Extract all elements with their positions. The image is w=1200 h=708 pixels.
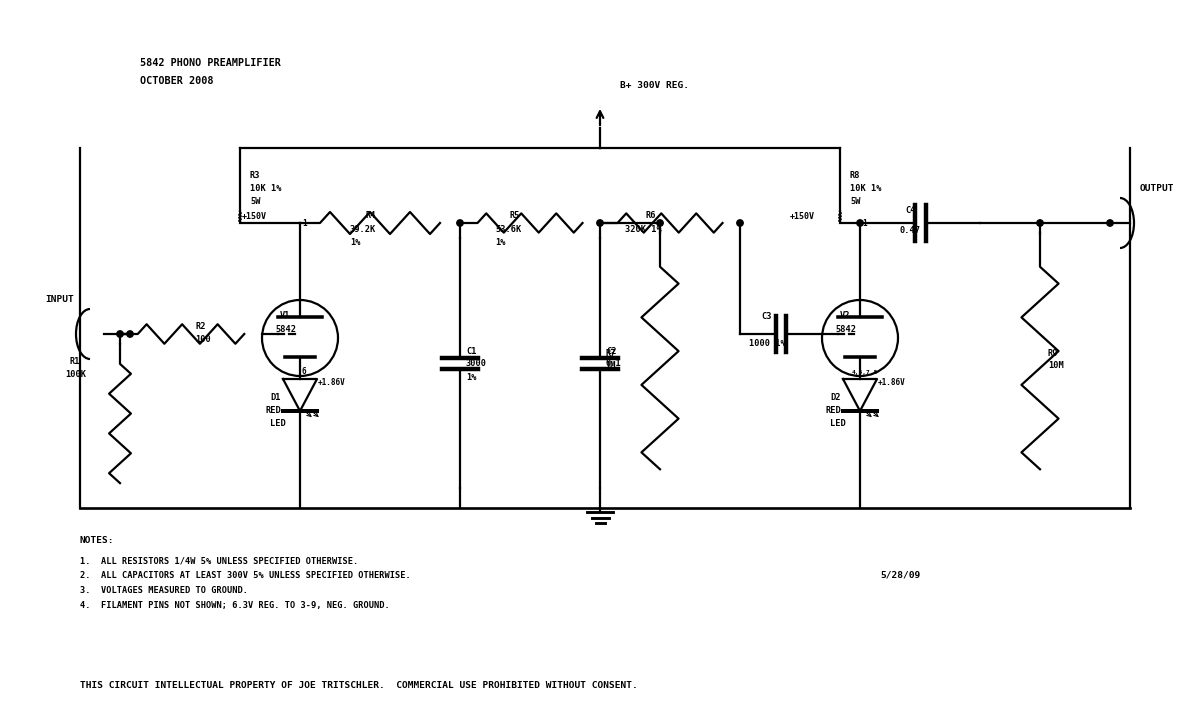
Text: RED: RED <box>826 406 841 415</box>
Text: C2: C2 <box>606 346 617 355</box>
Text: R8: R8 <box>850 171 860 180</box>
Text: +1.86V: +1.86V <box>318 378 346 387</box>
Text: R9: R9 <box>1048 348 1058 358</box>
Circle shape <box>116 331 124 337</box>
Text: D2: D2 <box>830 393 840 402</box>
Text: V2: V2 <box>840 311 851 320</box>
Text: C4: C4 <box>905 206 916 215</box>
Text: 5842: 5842 <box>835 325 856 334</box>
Text: 53.6K: 53.6K <box>496 225 521 234</box>
Text: 2.  ALL CAPACITORS AT LEAST 300V 5% UNLESS SPECIFIED OTHERWISE.: 2. ALL CAPACITORS AT LEAST 300V 5% UNLES… <box>80 571 410 580</box>
Text: +150V: +150V <box>790 212 815 221</box>
Text: 10M: 10M <box>1048 362 1063 370</box>
Circle shape <box>1037 219 1043 226</box>
Text: 0.1: 0.1 <box>606 360 622 368</box>
Text: THIS CIRCUIT INTELLECTUAL PROPERTY OF JOE TRITSCHLER.  COMMERCIAL USE PROHIBITED: THIS CIRCUIT INTELLECTUAL PROPERTY OF JO… <box>80 681 637 690</box>
Text: LED: LED <box>270 419 286 428</box>
Text: 1: 1 <box>302 219 307 228</box>
Text: 3.  VOLTAGES MEASURED TO GROUND.: 3. VOLTAGES MEASURED TO GROUND. <box>80 586 248 595</box>
Text: 1%: 1% <box>466 372 476 382</box>
Text: +1.86V: +1.86V <box>878 378 906 387</box>
Text: C3: C3 <box>761 312 772 321</box>
Text: 39.2K: 39.2K <box>350 225 377 234</box>
Circle shape <box>457 219 463 226</box>
Text: 4,5,7,8: 4,5,7,8 <box>852 370 878 375</box>
Text: 1M: 1M <box>605 362 616 370</box>
Circle shape <box>1106 219 1114 226</box>
Text: LED: LED <box>830 419 846 428</box>
Text: 6: 6 <box>302 367 307 376</box>
Text: 5842: 5842 <box>275 325 296 334</box>
Text: 5842 PHONO PREAMPLIFIER: 5842 PHONO PREAMPLIFIER <box>140 58 281 68</box>
Circle shape <box>656 219 664 226</box>
Circle shape <box>127 331 133 337</box>
Text: 1%: 1% <box>350 238 360 247</box>
Text: RED: RED <box>265 406 281 415</box>
Text: 10K 1%: 10K 1% <box>250 184 282 193</box>
Circle shape <box>596 219 604 226</box>
Text: 4.  FILAMENT PINS NOT SHOWN; 6.3V REG. TO 3-9, NEG. GROUND.: 4. FILAMENT PINS NOT SHOWN; 6.3V REG. TO… <box>80 601 390 610</box>
Text: 5W: 5W <box>850 197 860 206</box>
Text: NOTES:: NOTES: <box>80 536 114 545</box>
Text: 10K 1%: 10K 1% <box>850 184 882 193</box>
Text: 5W: 5W <box>250 197 260 206</box>
Text: R2: R2 <box>194 322 205 331</box>
Text: R6: R6 <box>646 211 655 220</box>
Text: 3000: 3000 <box>466 360 487 368</box>
Text: D1: D1 <box>270 393 281 402</box>
Text: 0.47: 0.47 <box>900 226 922 235</box>
Text: 100K: 100K <box>65 370 86 379</box>
Text: OUTPUT: OUTPUT <box>1140 184 1175 193</box>
Text: R4: R4 <box>365 211 376 220</box>
Text: R1: R1 <box>70 357 80 366</box>
Circle shape <box>737 219 743 226</box>
Text: 5/28/09: 5/28/09 <box>880 571 920 580</box>
Text: C1: C1 <box>466 346 476 355</box>
Text: 1: 1 <box>862 219 866 228</box>
Text: 1000 1%: 1000 1% <box>749 339 786 348</box>
Text: R7: R7 <box>605 348 616 358</box>
Text: 1.  ALL RESISTORS 1/4W 5% UNLESS SPECIFIED OTHERWISE.: 1. ALL RESISTORS 1/4W 5% UNLESS SPECIFIE… <box>80 556 359 565</box>
Text: 320K 1%: 320K 1% <box>625 225 661 234</box>
Text: OCTOBER 2008: OCTOBER 2008 <box>140 76 214 86</box>
Text: +150V: +150V <box>242 212 266 221</box>
Circle shape <box>857 219 863 226</box>
Text: 1%: 1% <box>496 238 505 247</box>
Text: B+ 300V REG.: B+ 300V REG. <box>620 81 689 90</box>
Text: R3: R3 <box>250 171 260 180</box>
Text: 100: 100 <box>194 335 211 344</box>
Text: R5: R5 <box>510 211 521 220</box>
Text: INPUT: INPUT <box>46 295 73 304</box>
Text: V1: V1 <box>280 311 290 320</box>
